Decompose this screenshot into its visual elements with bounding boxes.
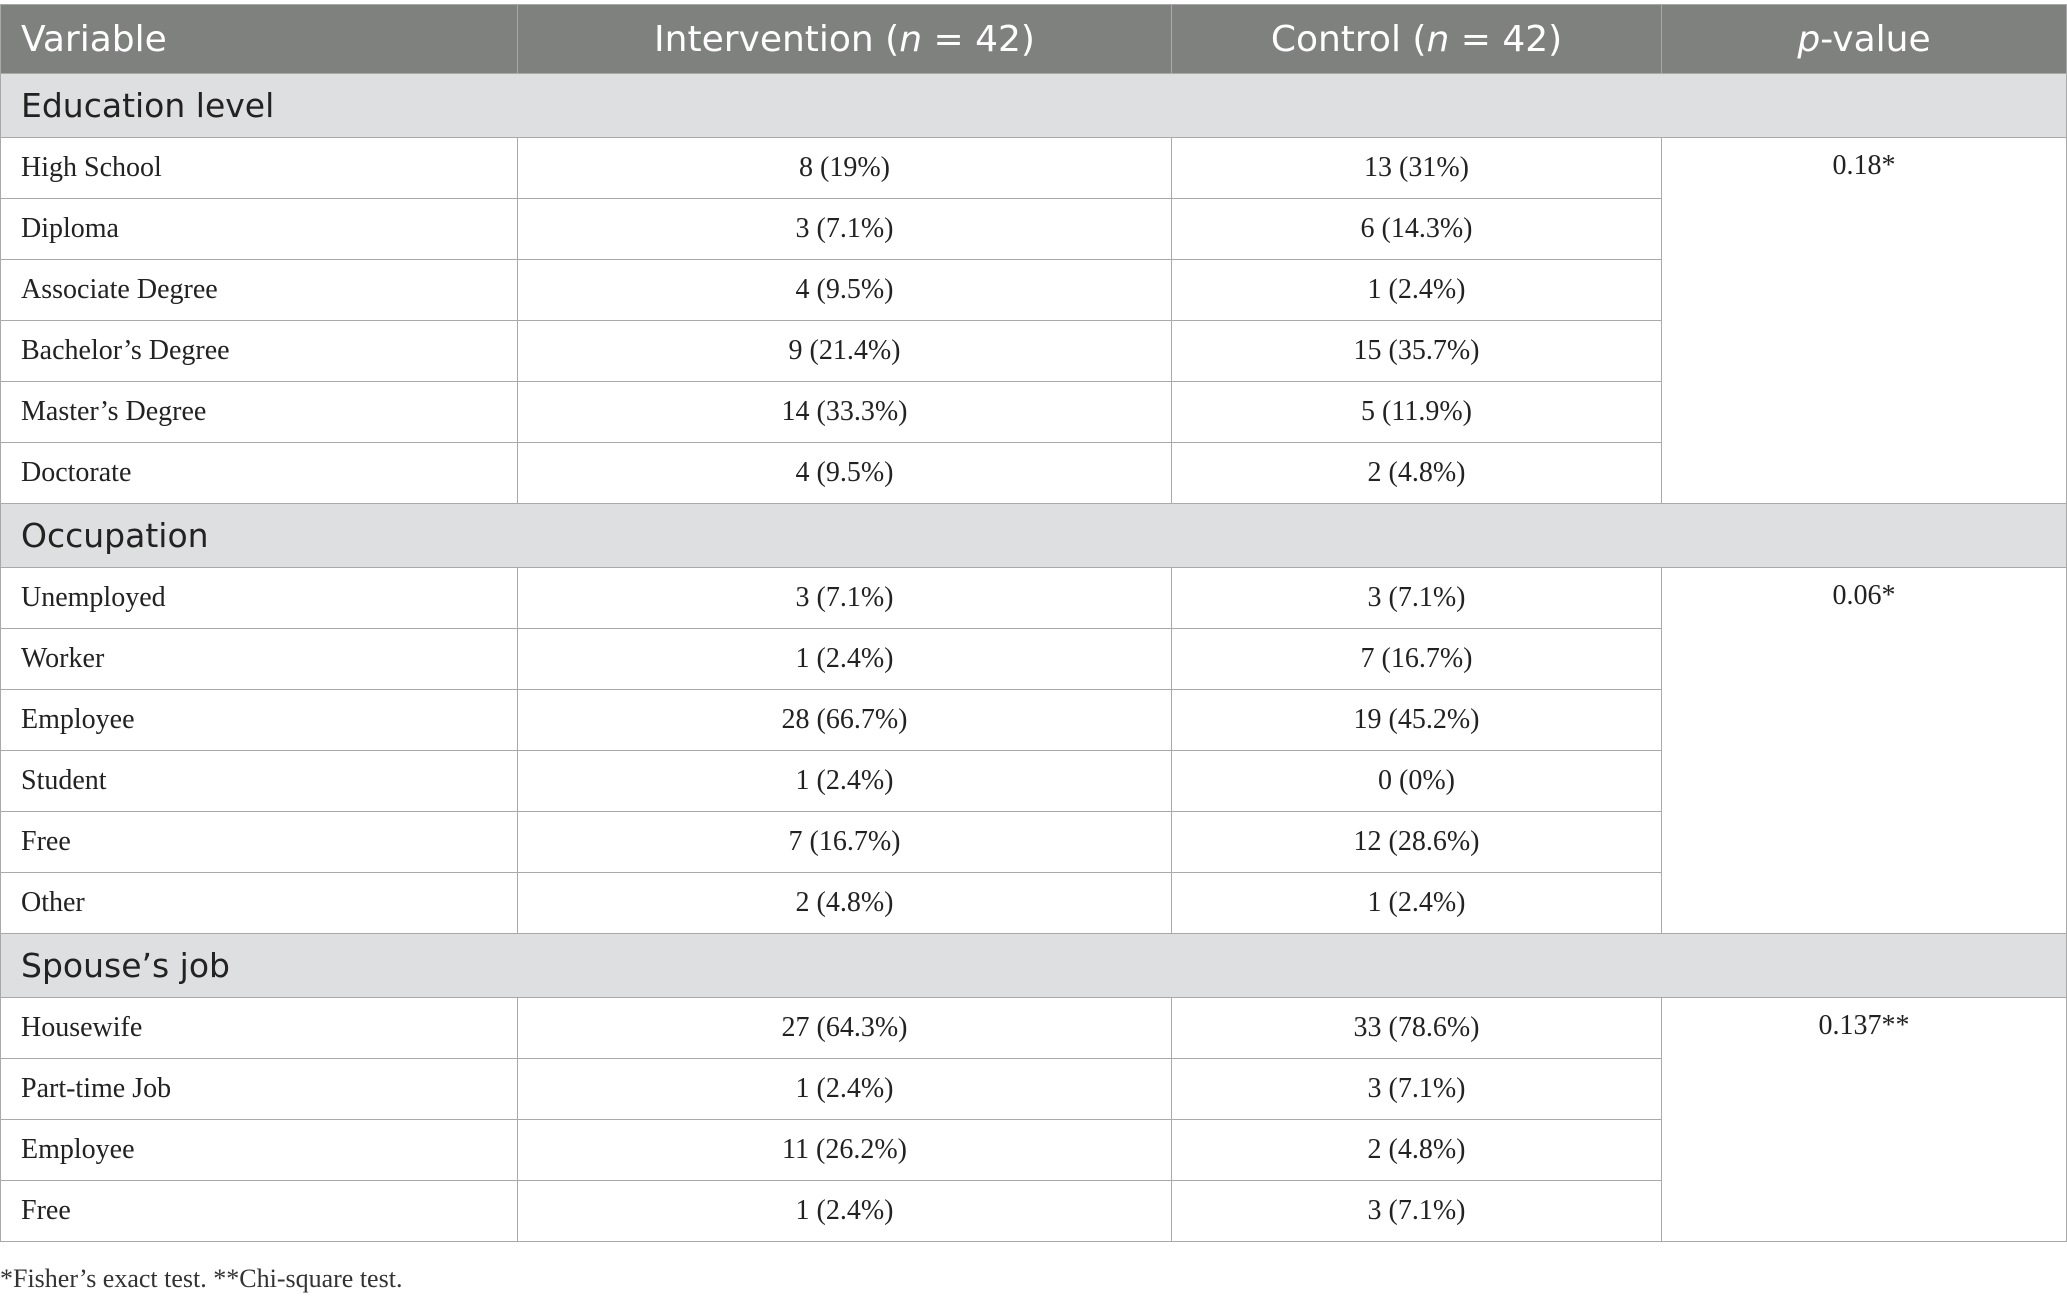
header-variable: Variable (0, 4, 518, 74)
control-value: 2 (4.8%) (1171, 1119, 1662, 1181)
row-label: Diploma (0, 198, 518, 260)
table-row: Unemployed 3 (7.1%) 3 (7.1%) 0.06* (0, 567, 2067, 934)
row-label: Associate Degree (0, 259, 518, 321)
row-label: Housewife (0, 997, 518, 1059)
intervention-value: 27 (64.3%) (517, 997, 1172, 1059)
table-container: Variable Intervention (n = 42) Control (… (0, 4, 2067, 1242)
row-label: Other (0, 872, 518, 934)
section-header-row: Occupation (0, 503, 2067, 568)
control-value: 6 (14.3%) (1171, 198, 1662, 260)
row-label: Unemployed (0, 567, 518, 629)
intervention-value: 4 (9.5%) (517, 442, 1172, 504)
intervention-value: 7 (16.7%) (517, 811, 1172, 873)
table-row: Housewife 27 (64.3%) 33 (78.6%) 0.137** (0, 997, 2067, 1242)
table-row: Master’s Degree 14 (33.3%) 5 (11.9%) (0, 381, 2067, 443)
header-intervention: Intervention (n = 42) (517, 4, 1172, 74)
control-value: 2 (4.8%) (1171, 442, 1662, 504)
header-p-value: p-value (1661, 4, 2067, 74)
table-row: Employee 28 (66.7%) 19 (45.2%) (0, 689, 2067, 751)
table-row: Doctorate 4 (9.5%) 2 (4.8%) (0, 442, 2067, 504)
section-header-row: Education level (0, 73, 2067, 138)
intervention-value: 1 (2.4%) (517, 750, 1172, 812)
table-footnote: *Fisher’s exact test. **Chi-square test. (0, 1264, 403, 1293)
table-row: Free 1 (2.4%) 3 (7.1%) (0, 1180, 2067, 1242)
control-value: 3 (7.1%) (1171, 1180, 1662, 1242)
row-label: Part-time Job (0, 1058, 518, 1120)
control-value: 12 (28.6%) (1171, 811, 1662, 873)
row-label: High School (0, 137, 518, 199)
intervention-value: 9 (21.4%) (517, 320, 1172, 382)
row-label: Bachelor’s Degree (0, 320, 518, 382)
row-label: Worker (0, 628, 518, 690)
intervention-value: 1 (2.4%) (517, 1180, 1172, 1242)
control-value: 0 (0%) (1171, 750, 1662, 812)
control-value: 3 (7.1%) (1171, 1058, 1662, 1120)
header-row: Variable Intervention (n = 42) Control (… (0, 4, 2067, 74)
intervention-value: 1 (2.4%) (517, 628, 1172, 690)
section-title: Spouse’s job (0, 933, 2067, 998)
row-label: Free (0, 811, 518, 873)
section-header-row: Spouse’s job (0, 933, 2067, 998)
row-label: Employee (0, 689, 518, 751)
control-value: 1 (2.4%) (1171, 259, 1662, 321)
section-title: Occupation (0, 503, 2067, 568)
intervention-value: 11 (26.2%) (517, 1119, 1172, 1181)
table-row: Diploma 3 (7.1%) 6 (14.3%) (0, 198, 2067, 260)
intervention-value: 4 (9.5%) (517, 259, 1172, 321)
intervention-value: 3 (7.1%) (517, 198, 1172, 260)
row-label: Student (0, 750, 518, 812)
control-value: 3 (7.1%) (1171, 567, 1662, 629)
table-row: High School 8 (19%) 13 (31%) 0.18* (0, 137, 2067, 504)
section-title: Education level (0, 73, 2067, 138)
control-value: 7 (16.7%) (1171, 628, 1662, 690)
row-label: Free (0, 1180, 518, 1242)
control-value: 13 (31%) (1171, 137, 1662, 199)
intervention-value: 1 (2.4%) (517, 1058, 1172, 1120)
p-value: 0.06* (1661, 567, 2067, 934)
intervention-value: 28 (66.7%) (517, 689, 1172, 751)
p-value: 0.137** (1661, 997, 2067, 1242)
intervention-value: 8 (19%) (517, 137, 1172, 199)
row-label: Employee (0, 1119, 518, 1181)
control-value: 19 (45.2%) (1171, 689, 1662, 751)
p-value: 0.18* (1661, 137, 2067, 504)
control-value: 15 (35.7%) (1171, 320, 1662, 382)
row-label: Master’s Degree (0, 381, 518, 443)
results-table: Variable Intervention (n = 42) Control (… (0, 4, 2067, 1242)
intervention-value: 3 (7.1%) (517, 567, 1172, 629)
table-row: Employee 11 (26.2%) 2 (4.8%) (0, 1119, 2067, 1181)
control-value: 5 (11.9%) (1171, 381, 1662, 443)
control-value: 33 (78.6%) (1171, 997, 1662, 1059)
intervention-value: 2 (4.8%) (517, 872, 1172, 934)
table-row: Bachelor’s Degree 9 (21.4%) 15 (35.7%) (0, 320, 2067, 382)
table-row: Free 7 (16.7%) 12 (28.6%) (0, 811, 2067, 873)
table-row: Part-time Job 1 (2.4%) 3 (7.1%) (0, 1058, 2067, 1120)
header-control: Control (n = 42) (1171, 4, 1662, 74)
table-row: Worker 1 (2.4%) 7 (16.7%) (0, 628, 2067, 690)
control-value: 1 (2.4%) (1171, 872, 1662, 934)
table-body: Education level High School 8 (19%) 13 (31%… (0, 73, 2067, 1242)
intervention-value: 14 (33.3%) (517, 381, 1172, 443)
row-label: Doctorate (0, 442, 518, 504)
table-row: Student 1 (2.4%) 0 (0%) (0, 750, 2067, 812)
